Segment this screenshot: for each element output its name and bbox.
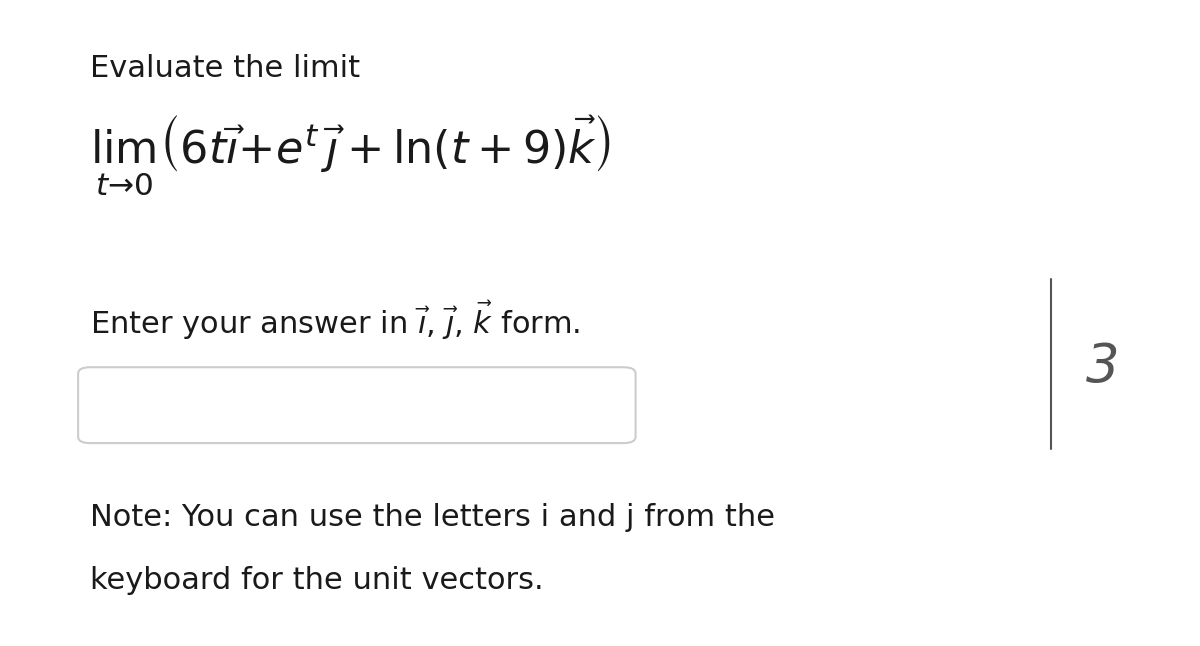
Text: Note: You can use the letters i and j from the: Note: You can use the letters i and j fr… [90, 503, 775, 532]
Text: Enter your answer in $\vec{\imath}$, $\vec{\jmath}$, $\vec{k}$ form.: Enter your answer in $\vec{\imath}$, $\v… [90, 299, 581, 342]
Text: Evaluate the limit: Evaluate the limit [90, 54, 360, 83]
Text: 3: 3 [1086, 341, 1120, 393]
Text: keyboard for the unit vectors.: keyboard for the unit vectors. [90, 566, 544, 595]
FancyBboxPatch shape [78, 367, 636, 443]
Text: $\lim_{t \to 0} \left(6t\vec{\imath} + e^t\vec{\jmath} + \ln(t+9)\vec{k}\right)$: $\lim_{t \to 0} \left(6t\vec{\imath} + e… [90, 112, 611, 196]
